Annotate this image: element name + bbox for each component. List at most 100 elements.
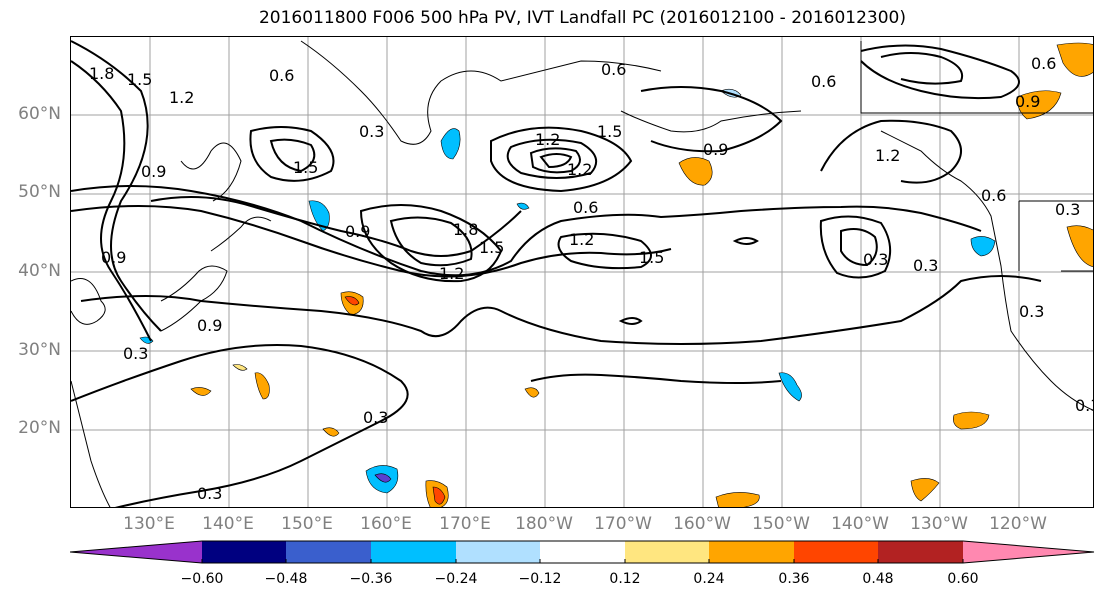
graticule [71, 37, 1093, 507]
contour-label: 1.5 [597, 122, 622, 141]
ivt-positive-patch [953, 411, 990, 430]
colorbar-segment [709, 541, 794, 563]
colorbar-segment [625, 541, 709, 563]
colorbar-tick-label: −0.48 [264, 571, 308, 587]
colorbar-segment [371, 541, 456, 563]
ivt-negative-patch [778, 372, 802, 402]
contour-label: 0.3 [359, 122, 384, 141]
ivt-positive-patch [1056, 42, 1093, 77]
colorbar-segment [963, 541, 1094, 563]
contour-label: 0.3 [1019, 302, 1044, 321]
lon-label-170w: 170°W [594, 514, 652, 534]
lon-label-140w: 140°W [831, 514, 889, 534]
map-title: 2016011800 F006 500 hPa PV, IVT Landfall… [258, 8, 906, 28]
lat-label-20n: 20°N [18, 418, 61, 438]
ivt-positive-patch [715, 492, 760, 507]
colorbar-segment [878, 541, 963, 563]
colorbar-tick-marks [201, 559, 964, 563]
ivt-shading [139, 42, 1093, 507]
ivt-positive-patch [910, 478, 940, 502]
ivt-negative-patch [374, 473, 392, 483]
ivt-positive-patch [190, 387, 212, 396]
colorbar-tick-label: 0.48 [862, 571, 894, 587]
lon-label-130w: 130°W [910, 514, 968, 534]
colorbar-tick-label: −0.24 [434, 571, 478, 587]
contour-label: 0.3 [197, 484, 222, 503]
contour-label: 0.3 [123, 344, 148, 363]
lon-label-160w: 160°W [673, 514, 731, 534]
ivt-positive-patch [678, 157, 713, 186]
lon-label-140e: 140°E [202, 514, 254, 534]
contour-label: 1.5 [293, 158, 318, 177]
map-panel: 1.8 1.5 1.2 0.6 0.9 0.6 0.3 1.5 0.9 1.5 … [70, 36, 1094, 508]
ivt-negative-patch [440, 128, 461, 160]
contour-label: 0.6 [981, 186, 1006, 205]
ivt-positive-patch [344, 296, 360, 306]
contour-label: 0.3 [1055, 200, 1080, 219]
colorbar-segment [456, 541, 540, 563]
contour-label: 0.6 [573, 198, 598, 217]
contour-label: 1.5 [479, 238, 504, 257]
ivt-positive-patch [1066, 225, 1093, 267]
colorbar-tick-label: 0.60 [947, 571, 979, 587]
lat-label-50n: 50°N [18, 182, 61, 202]
contour-label: 0.9 [703, 140, 728, 159]
lon-label-160e: 160°E [360, 514, 412, 534]
colorbar-tick-label: 0.12 [609, 571, 641, 587]
ivt-negative-patch [308, 200, 330, 232]
lon-label-150w: 150°W [752, 514, 810, 534]
ivt-positive-patch [524, 387, 540, 398]
colorbar [70, 540, 1095, 564]
colorbar-segments [70, 540, 1095, 564]
ivt-positive-patch [254, 372, 270, 400]
contour-labels: 1.8 1.5 1.2 0.6 0.9 0.6 0.3 1.5 0.9 1.5 … [89, 54, 1094, 503]
contour-label: 1.2 [169, 88, 194, 107]
contour-label: 0.3 [1075, 396, 1094, 415]
contour-label: 0.9 [197, 316, 222, 335]
contour-label: 1.8 [89, 64, 114, 83]
ivt-positive-patch [432, 486, 446, 505]
contour-label: 0.9 [345, 222, 370, 241]
contour-label: 1.2 [875, 146, 900, 165]
contour-label: 1.2 [569, 230, 594, 249]
coastlines [71, 40, 1093, 507]
lon-label-170e: 170°E [439, 514, 491, 534]
lon-label-120w: 120°W [989, 514, 1047, 534]
colorbar-segment [202, 541, 286, 563]
pv-contours [71, 40, 1042, 507]
contour-label: 0.6 [811, 72, 836, 91]
lat-label-40n: 40°N [18, 261, 61, 281]
contour-label: 0.6 [1031, 54, 1056, 73]
ivt-negative-patch [970, 236, 996, 257]
colorbar-tick-label: −0.60 [180, 571, 224, 587]
ivt-positive-patch [1016, 90, 1062, 120]
map-svg: 1.8 1.5 1.2 0.6 0.9 0.6 0.3 1.5 0.9 1.5 … [71, 37, 1094, 507]
lat-label-30n: 30°N [18, 340, 61, 360]
ivt-negative-patch [516, 202, 530, 210]
contour-label: 0.3 [363, 408, 388, 427]
colorbar-segment [794, 541, 878, 563]
lat-label-60n: 60°N [18, 104, 61, 124]
contour-label: 0.3 [913, 256, 938, 275]
lon-label-180w: 180°W [515, 514, 573, 534]
contour-label: 0.9 [1015, 92, 1040, 111]
lon-label-150e: 150°E [281, 514, 333, 534]
contour-label: 0.9 [141, 162, 166, 181]
colorbar-segment [286, 541, 371, 563]
contour-label: 0.6 [601, 60, 626, 79]
contour-label: 0.9 [101, 248, 126, 267]
contour-label: 1.5 [639, 248, 664, 267]
contour-label: 0.3 [863, 250, 888, 269]
contour-label: 1.2 [567, 160, 592, 179]
colorbar-segment [70, 541, 202, 563]
colorbar-tick-label: 0.24 [693, 571, 725, 587]
colorbar-tick-label: 0.36 [778, 571, 810, 587]
lon-label-130e: 130°E [123, 514, 175, 534]
contour-label: 1.8 [453, 220, 478, 239]
colorbar-tick-label: −0.36 [349, 571, 393, 587]
contour-label: 1.2 [535, 130, 560, 149]
ivt-positive-patch [322, 427, 340, 437]
colorbar-segment [540, 541, 625, 563]
contour-label: 1.5 [127, 70, 152, 89]
contour-label: 1.2 [439, 264, 464, 283]
